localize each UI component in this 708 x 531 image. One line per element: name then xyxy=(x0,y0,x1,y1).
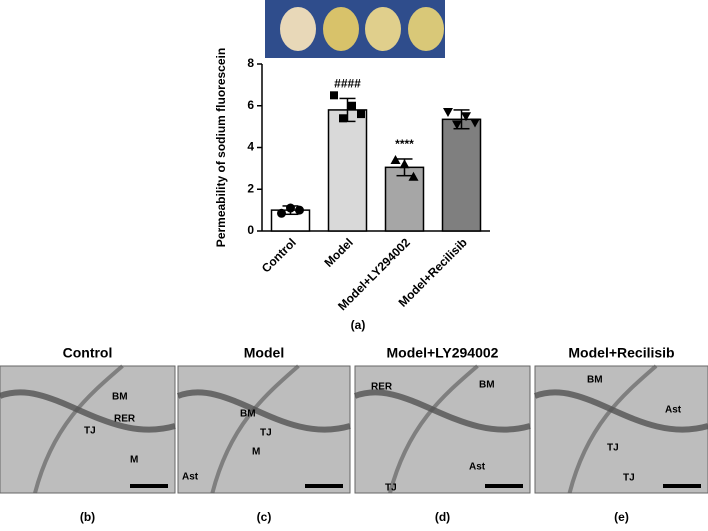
micrograph xyxy=(353,364,531,494)
micrograph-note: Ast xyxy=(469,462,486,473)
membrane xyxy=(176,389,351,433)
data-point xyxy=(339,114,347,123)
micrograph-note: Ast xyxy=(182,472,199,483)
bar xyxy=(441,118,482,232)
micrograph-note: M xyxy=(252,447,260,458)
data-point xyxy=(470,118,480,128)
bar xyxy=(327,109,368,232)
panel-label: (e) xyxy=(614,510,629,524)
data-point xyxy=(390,155,401,165)
membrane xyxy=(533,389,708,433)
membrane xyxy=(353,389,531,433)
micrograph-note: BM xyxy=(587,375,603,386)
data-point xyxy=(399,159,410,169)
micrograph-note: BM xyxy=(112,392,128,403)
panel-label: (d) xyxy=(435,510,450,524)
micrograph-note: BM xyxy=(240,409,256,420)
x-tick-label: Control xyxy=(259,235,299,275)
x-tick-label: Model xyxy=(321,235,355,269)
data-point xyxy=(461,112,471,122)
data-point xyxy=(452,120,462,130)
panel-label: (c) xyxy=(257,510,272,524)
data-point xyxy=(295,205,304,215)
micrograph-note: TJ xyxy=(84,426,96,437)
panel-label: (b) xyxy=(80,510,95,524)
micrograph-note: TJ xyxy=(607,443,619,454)
membrane xyxy=(0,389,176,433)
data-point xyxy=(408,171,419,181)
micrograph-note: RER xyxy=(114,414,136,425)
brain-photo xyxy=(265,0,445,58)
scale-bar xyxy=(305,484,343,488)
membrane xyxy=(210,364,300,494)
micrograph-note: M xyxy=(130,455,138,466)
y-axis-label: Permeability of sodium fluorescein xyxy=(214,48,228,247)
micrograph xyxy=(533,364,708,494)
value-label: **** xyxy=(395,137,414,151)
micrograph-note: TJ xyxy=(385,483,397,494)
y-tick-label: 6 xyxy=(247,98,254,112)
caption: (a) xyxy=(351,318,366,332)
micrograph-note: TJ xyxy=(623,473,635,484)
data-point xyxy=(286,203,295,213)
scale-bar xyxy=(485,484,523,488)
bar xyxy=(384,166,425,232)
micrograph xyxy=(0,364,176,494)
membrane xyxy=(33,364,124,494)
micrograph-note: RER xyxy=(371,382,393,393)
y-tick-label: 4 xyxy=(247,140,254,154)
panel-title: Model+Recilisib xyxy=(568,345,674,361)
panel-title: Control xyxy=(63,345,113,361)
data-point xyxy=(348,101,356,110)
y-tick-label: 8 xyxy=(247,56,254,70)
panel-title: Model xyxy=(244,345,284,361)
y-tick-label: 0 xyxy=(247,223,254,237)
y-tick-label: 2 xyxy=(247,181,254,195)
micrograph-note: Ast xyxy=(665,405,682,416)
data-point xyxy=(443,108,453,118)
micrograph-note: BM xyxy=(479,380,495,391)
membrane xyxy=(388,364,479,494)
value-label: #### xyxy=(334,77,361,91)
scale-bar xyxy=(663,484,701,488)
data-point xyxy=(330,91,338,100)
data-point xyxy=(277,208,286,218)
scale-bar xyxy=(130,484,168,488)
panel-title: Model+LY294002 xyxy=(387,345,499,361)
membrane xyxy=(567,364,658,494)
micrograph-note: TJ xyxy=(260,428,272,439)
micrograph xyxy=(176,364,351,494)
data-point xyxy=(357,110,365,119)
